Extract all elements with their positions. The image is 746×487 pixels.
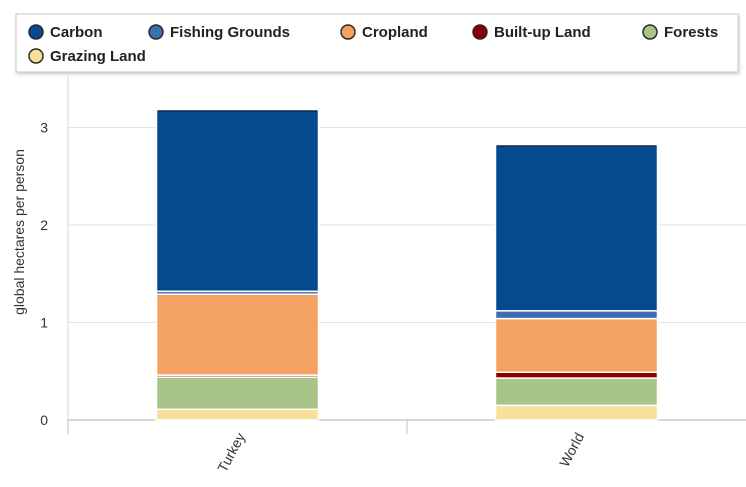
- legend-label-carbon: Carbon: [50, 24, 103, 41]
- legend-item-grazing-land[interactable]: Grazing Land: [28, 48, 146, 65]
- x-tick-label-turkey: Turkey: [214, 430, 248, 475]
- y-axis-title: global hectares per person: [11, 149, 27, 315]
- y-tick-label-1: 1: [40, 315, 48, 331]
- legend-item-fishing-grounds[interactable]: Fishing Grounds: [148, 24, 290, 41]
- legend-label-forests: Forests: [664, 24, 718, 41]
- legend-swatch-fishing-grounds: [148, 24, 164, 40]
- bar-segment-world-cropland[interactable]: [494, 317, 659, 373]
- legend-swatch-forests: [642, 24, 658, 40]
- bar-stack-turkey: [155, 109, 320, 421]
- bar-segment-world-carbon[interactable]: [494, 144, 659, 312]
- legend-label-grazing-land: Grazing Land: [50, 48, 146, 65]
- bar-segment-turkey-forests[interactable]: [155, 376, 320, 411]
- bars: [155, 109, 659, 421]
- bar-segment-turkey-grazing-land[interactable]: [155, 408, 320, 421]
- legend-box: [15, 13, 739, 73]
- y-tick-label-3: 3: [40, 120, 48, 136]
- bar-segment-world-fishing-grounds[interactable]: [494, 310, 659, 320]
- legend-swatch-carbon: [28, 24, 44, 40]
- bar-segment-world-grazing-land[interactable]: [494, 404, 659, 421]
- bar-segment-world-forests[interactable]: [494, 377, 659, 407]
- legend-label-fishing-grounds: Fishing Grounds: [170, 24, 290, 41]
- legend-item-built-up-land[interactable]: Built-up Land: [472, 24, 591, 41]
- y-tick-label-2: 2: [40, 217, 48, 233]
- legend-label-cropland: Cropland: [362, 24, 428, 41]
- legend-label-built-up-land: Built-up Land: [494, 24, 591, 41]
- legend-swatch-grazing-land: [28, 48, 44, 64]
- bar-segment-world-built-up-land[interactable]: [494, 371, 659, 379]
- legend-item-cropland[interactable]: Cropland: [340, 24, 428, 41]
- bar-segment-turkey-carbon[interactable]: [155, 109, 320, 293]
- legend-swatch-cropland: [340, 24, 356, 40]
- bar-stack-world: [494, 144, 659, 421]
- y-tick-label-0: 0: [40, 412, 48, 428]
- bar-segment-turkey-cropland[interactable]: [155, 293, 320, 376]
- legend-swatch-built-up-land: [472, 24, 488, 40]
- legend-item-carbon[interactable]: Carbon: [28, 24, 103, 41]
- legend: Carbon Fishing Grounds Cropland Built-up La…: [15, 13, 739, 73]
- x-tick-label-world: World: [556, 430, 587, 470]
- legend-item-forests[interactable]: Forests: [642, 24, 718, 41]
